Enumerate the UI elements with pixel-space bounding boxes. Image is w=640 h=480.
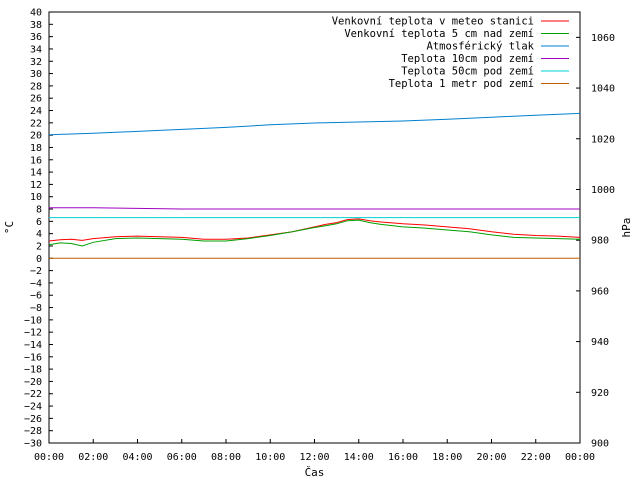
legend-label-2: Venkovní teplota 5 cm nad zemí — [344, 28, 534, 40]
y-tick-label: 28 — [30, 81, 42, 92]
x-axis-title: Čas — [305, 466, 325, 479]
y-tick-label: 38 — [30, 20, 42, 31]
series-layer — [48, 112, 581, 259]
y-tick-label: −8 — [30, 303, 42, 314]
legend-label-5: Teplota 50cm pod zemí — [401, 66, 534, 78]
x-tick-label: 00:00 — [565, 452, 595, 463]
y-tick-label: −30 — [24, 439, 42, 450]
series-line-4 — [49, 207, 580, 210]
y-tick-label: −12 — [24, 328, 42, 339]
y-tick-label: 24 — [30, 106, 42, 117]
y-tick-label: −24 — [24, 402, 42, 413]
y-tick-label: −10 — [24, 315, 42, 326]
y-tick-label: 30 — [30, 69, 42, 80]
y2-tick-label: 1020 — [591, 134, 615, 145]
x-tick-label: 14:00 — [344, 452, 374, 463]
y2-tick-label: 1040 — [591, 84, 615, 95]
series-line-1 — [48, 218, 581, 242]
y-tick-label: 34 — [30, 44, 42, 55]
y2-tick-label: 900 — [591, 439, 609, 450]
y-tick-label: 6 — [36, 217, 42, 228]
y-tick-label: 10 — [30, 192, 42, 203]
y2-tick-label: 920 — [591, 388, 609, 399]
x-tick-label: 06:00 — [167, 452, 197, 463]
legend-label-3: Atmosférický tlak — [427, 41, 535, 53]
legend-label-6: Teplota 1 metr pod zemí — [389, 78, 534, 90]
y-tick-label: −20 — [24, 377, 42, 388]
x-tick-label: 08:00 — [211, 452, 241, 463]
y2-tick-label: 1060 — [591, 33, 615, 44]
y-tick-label: 0 — [36, 254, 42, 265]
series-line-3 — [48, 112, 581, 136]
x-tick-label: 02:00 — [78, 452, 108, 463]
y-tick-label: −6 — [30, 291, 42, 302]
y-tick-label: 26 — [30, 94, 42, 105]
y2-tick-label: 1000 — [591, 185, 615, 196]
y2-axis-title: hPa — [620, 218, 633, 238]
y-tick-label: 12 — [30, 180, 42, 191]
y-tick-label: −26 — [24, 414, 42, 425]
x-tick-label: 18:00 — [432, 452, 462, 463]
x-tick-label: 20:00 — [476, 452, 506, 463]
y-tick-label: 4 — [36, 229, 42, 240]
y-tick-label: 32 — [30, 57, 42, 68]
legend-label-4: Teplota 10cm pod zemí — [401, 53, 534, 65]
y-tick-label: −22 — [24, 389, 42, 400]
y-tick-label: −4 — [30, 278, 42, 289]
y-tick-label: 14 — [30, 168, 42, 179]
x-tick-label: 22:00 — [521, 452, 551, 463]
y-tick-label: −16 — [24, 352, 42, 363]
y-axis-title: °C — [3, 221, 16, 234]
y-tick-label: 20 — [30, 131, 42, 142]
x-tick-label: 10:00 — [255, 452, 285, 463]
y-tick-label: 22 — [30, 118, 42, 129]
y2-tick-label: 980 — [591, 236, 609, 247]
y2-tick-label: 960 — [591, 286, 609, 297]
series-line-2 — [48, 219, 581, 247]
x-tick-label: 04:00 — [122, 452, 152, 463]
x-tick-label: 00:00 — [34, 452, 64, 463]
y2-tick-label: 940 — [591, 337, 609, 348]
y-tick-label: −18 — [24, 365, 42, 376]
y-tick-label: −2 — [30, 266, 42, 277]
x-tick-label: 12:00 — [299, 452, 329, 463]
y-tick-label: 16 — [30, 155, 42, 166]
axes: −30−28−26−24−22−20−18−16−14−12−10−8−6−4−… — [24, 8, 615, 464]
x-tick-label: 16:00 — [388, 452, 418, 463]
y-tick-label: 36 — [30, 32, 42, 43]
legend-label-1: Venkovní teplota v meteo stanici — [332, 16, 534, 28]
y-tick-label: −14 — [24, 340, 42, 351]
y-tick-label: 2 — [36, 241, 42, 252]
legend: Venkovní teplota v meteo staniciVenkovní… — [332, 16, 569, 90]
y-tick-label: 40 — [30, 8, 42, 19]
y-tick-label: 18 — [30, 143, 42, 154]
y-tick-label: 8 — [36, 205, 42, 216]
y-tick-label: −28 — [24, 426, 42, 437]
